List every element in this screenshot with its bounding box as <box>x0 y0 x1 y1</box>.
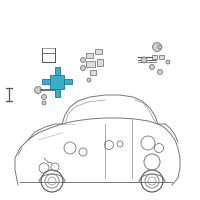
Bar <box>86 53 93 58</box>
Circle shape <box>158 70 162 74</box>
Circle shape <box>80 58 86 62</box>
Bar <box>50 75 64 89</box>
Circle shape <box>141 57 147 63</box>
Circle shape <box>87 78 91 82</box>
Bar <box>64 79 72 84</box>
Bar <box>42 79 50 84</box>
Bar <box>159 55 164 59</box>
Circle shape <box>42 95 46 99</box>
Circle shape <box>42 101 46 105</box>
Circle shape <box>80 66 86 71</box>
Circle shape <box>153 43 162 51</box>
Bar <box>97 59 103 66</box>
Bar <box>152 55 157 59</box>
Bar <box>55 67 60 75</box>
Bar <box>86 61 95 67</box>
Bar <box>55 89 60 97</box>
Bar <box>90 70 96 75</box>
Circle shape <box>166 60 170 64</box>
Circle shape <box>150 64 154 70</box>
Circle shape <box>158 45 162 49</box>
Bar <box>95 49 102 54</box>
Circle shape <box>35 86 42 94</box>
